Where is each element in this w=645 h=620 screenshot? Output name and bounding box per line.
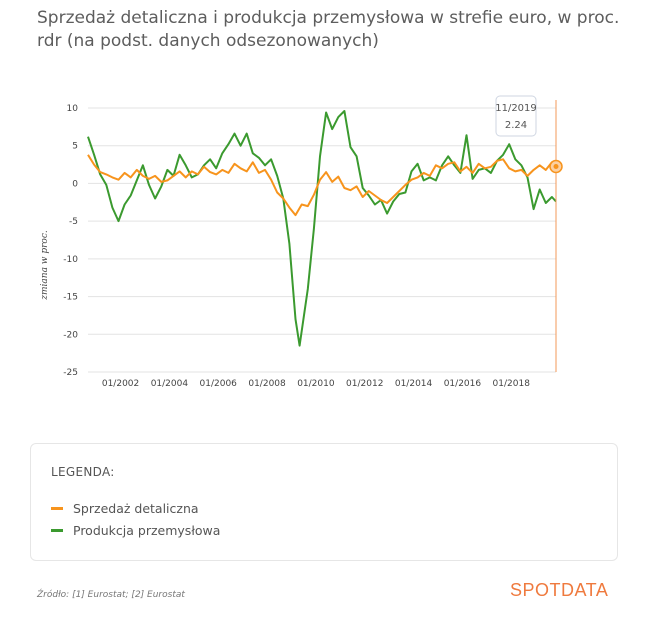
series-retail-line[interactable]	[87, 154, 557, 217]
legend-item-retail[interactable]: Sprzedaż detaliczna	[51, 501, 199, 516]
legend-label-industry: Produkcja przemysłowa	[73, 523, 221, 538]
gridlines	[88, 107, 556, 373]
axes: 10 5 0 -5 -10 -15 -20 -25 01/2002 01/2004 01/2006 0…	[40, 104, 530, 389]
source-note: Źródło: [1] Eurostat; [2] Eurostat	[37, 590, 185, 600]
y-axis-label: zmiana w proc.	[40, 230, 50, 301]
x-tick-label: 01/2014	[395, 379, 433, 389]
y-tick-label: -15	[63, 293, 78, 303]
tooltip-value: 2.24	[505, 120, 527, 131]
tooltip: 11/2019 2.24	[495, 95, 563, 372]
legend-swatch-retail	[51, 507, 63, 510]
y-tick-label: -20	[63, 330, 78, 340]
x-tick-label: 01/2004	[151, 379, 189, 389]
legend-label-retail: Sprzedaż detaliczna	[73, 501, 199, 516]
y-tick-label: 0	[72, 179, 78, 189]
tooltip-date: 11/2019	[495, 103, 537, 114]
brand-logo[interactable]: SPOTDATA	[510, 580, 609, 600]
y-tick-label: -10	[63, 255, 78, 265]
y-tick-label: 5	[72, 142, 78, 152]
x-tick-label: 01/2002	[102, 379, 139, 389]
tooltip-box	[495, 95, 537, 137]
x-tick-label: 01/2016	[444, 379, 482, 389]
series-industry-line[interactable]	[87, 110, 557, 347]
x-tick-label: 01/2012	[346, 379, 383, 389]
x-tick-label: 01/2018	[493, 379, 531, 389]
x-tick-label: 01/2006	[200, 379, 238, 389]
series	[87, 110, 557, 347]
legend-title: LEGENDA:	[51, 465, 115, 479]
x-tick-label: 01/2008	[248, 379, 286, 389]
line-chart: 10 5 0 -5 -10 -15 -20 -25 01/2002 01/2004 01/2006 0…	[40, 95, 563, 389]
y-tick-label: -5	[69, 217, 78, 227]
hover-point[interactable]	[553, 164, 559, 170]
y-tick-label: -25	[63, 368, 78, 378]
y-tick-label: 10	[67, 104, 79, 114]
x-tick-label: 01/2010	[297, 379, 335, 389]
legend: LEGENDA: Sprzedaż detaliczna Produkcja p…	[30, 443, 618, 561]
chart-title: Sprzedaż detaliczna i produkcja przemysł…	[37, 8, 620, 51]
legend-swatch-industry	[51, 529, 63, 532]
legend-item-industry[interactable]: Produkcja przemysłowa	[51, 523, 220, 538]
